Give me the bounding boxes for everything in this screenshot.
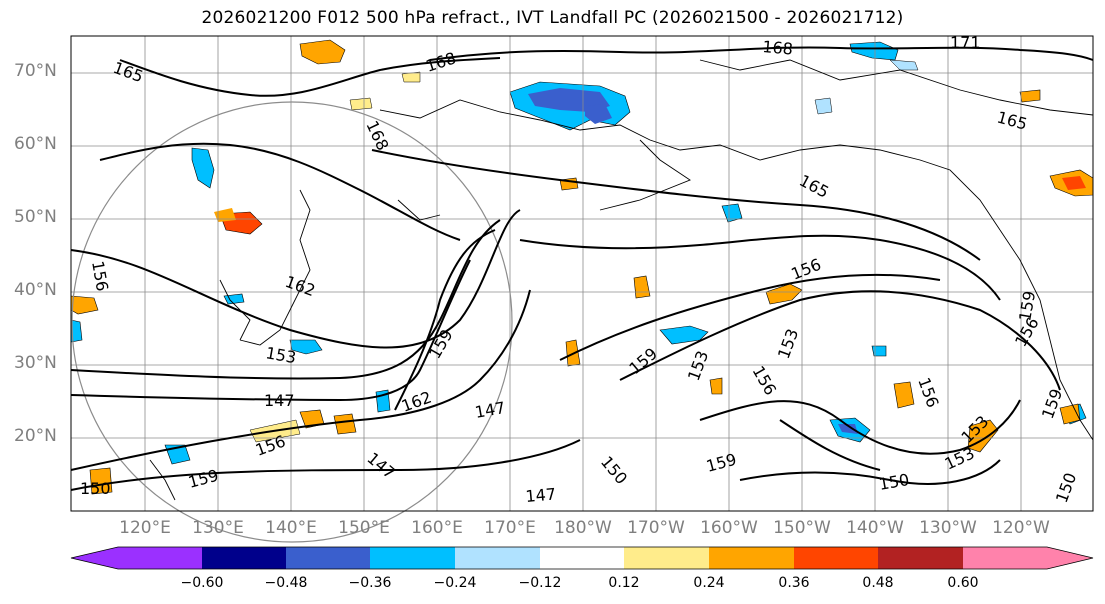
colorbar-tick-label: 0.12 bbox=[608, 575, 640, 591]
colorbar-segment bbox=[286, 547, 370, 569]
contour-label: 147 bbox=[264, 391, 295, 410]
lat-label: 70°N bbox=[14, 61, 57, 81]
colorbar-segment bbox=[118, 547, 202, 569]
colorbar-tick-label: −0.60 bbox=[180, 575, 224, 591]
colorbar-segment bbox=[624, 547, 709, 569]
lon-label: 150°W bbox=[773, 518, 831, 538]
lon-label: 170°E bbox=[484, 518, 536, 538]
lon-label: 120°E bbox=[119, 518, 171, 538]
colorbar-tick-label: −0.12 bbox=[518, 575, 562, 591]
range-circle bbox=[71, 101, 513, 543]
lon-label: 140°E bbox=[265, 518, 317, 538]
colorbar-segment bbox=[202, 547, 286, 569]
colorbar-tick-label: 0.48 bbox=[862, 575, 894, 591]
colorbar-tick-label: 0.60 bbox=[947, 575, 979, 591]
lon-label: 160°E bbox=[411, 518, 463, 538]
colorbar-segment bbox=[794, 547, 878, 569]
contours bbox=[70, 46, 1094, 491]
contour-label: 147 bbox=[525, 484, 557, 506]
lat-label: 50°N bbox=[14, 207, 57, 227]
colorbar-segment bbox=[540, 547, 624, 569]
map-title: 2026021200 F012 500 hPa refract., IVT La… bbox=[201, 8, 904, 28]
colorbar-tick-label: −0.24 bbox=[433, 575, 477, 591]
contour-label: 171 bbox=[950, 33, 981, 52]
lon-label: 120°W bbox=[992, 518, 1050, 538]
colorbar-segment bbox=[370, 547, 455, 569]
lon-label: 160°W bbox=[700, 518, 758, 538]
lon-label: 130°W bbox=[919, 518, 977, 538]
lon-label: 170°W bbox=[627, 518, 685, 538]
lon-label: 180°W bbox=[554, 518, 612, 538]
lat-label: 30°N bbox=[14, 353, 57, 373]
colorbar-segment bbox=[455, 547, 540, 569]
colorbar-segment bbox=[963, 547, 1047, 569]
colorbar-min-extend bbox=[71, 547, 118, 569]
lat-label: 40°N bbox=[14, 280, 57, 300]
lat-label: 20°N bbox=[14, 426, 57, 446]
map-frame bbox=[70, 35, 1094, 512]
colorbar-segment bbox=[709, 547, 794, 569]
contour-label: 168 bbox=[762, 37, 794, 59]
colorbar bbox=[70, 546, 1094, 570]
lat-label: 60°N bbox=[14, 134, 57, 154]
colorbar-tick-label: 0.24 bbox=[693, 575, 725, 591]
lon-label: 140°W bbox=[846, 518, 904, 538]
lon-label: 130°E bbox=[192, 518, 244, 538]
colorbar-tick-label: 0.36 bbox=[778, 575, 810, 591]
colorbar-tick-label: −0.36 bbox=[348, 575, 392, 591]
lon-label: 150°E bbox=[338, 518, 390, 538]
contour-label: 150 bbox=[80, 479, 111, 498]
coastlines bbox=[149, 59, 1094, 501]
colorbar-segment bbox=[878, 547, 963, 569]
colorbar-max-extend bbox=[1047, 547, 1093, 569]
colorbar-outline bbox=[70, 546, 1094, 570]
colorbar-tick-label: −0.48 bbox=[264, 575, 308, 591]
